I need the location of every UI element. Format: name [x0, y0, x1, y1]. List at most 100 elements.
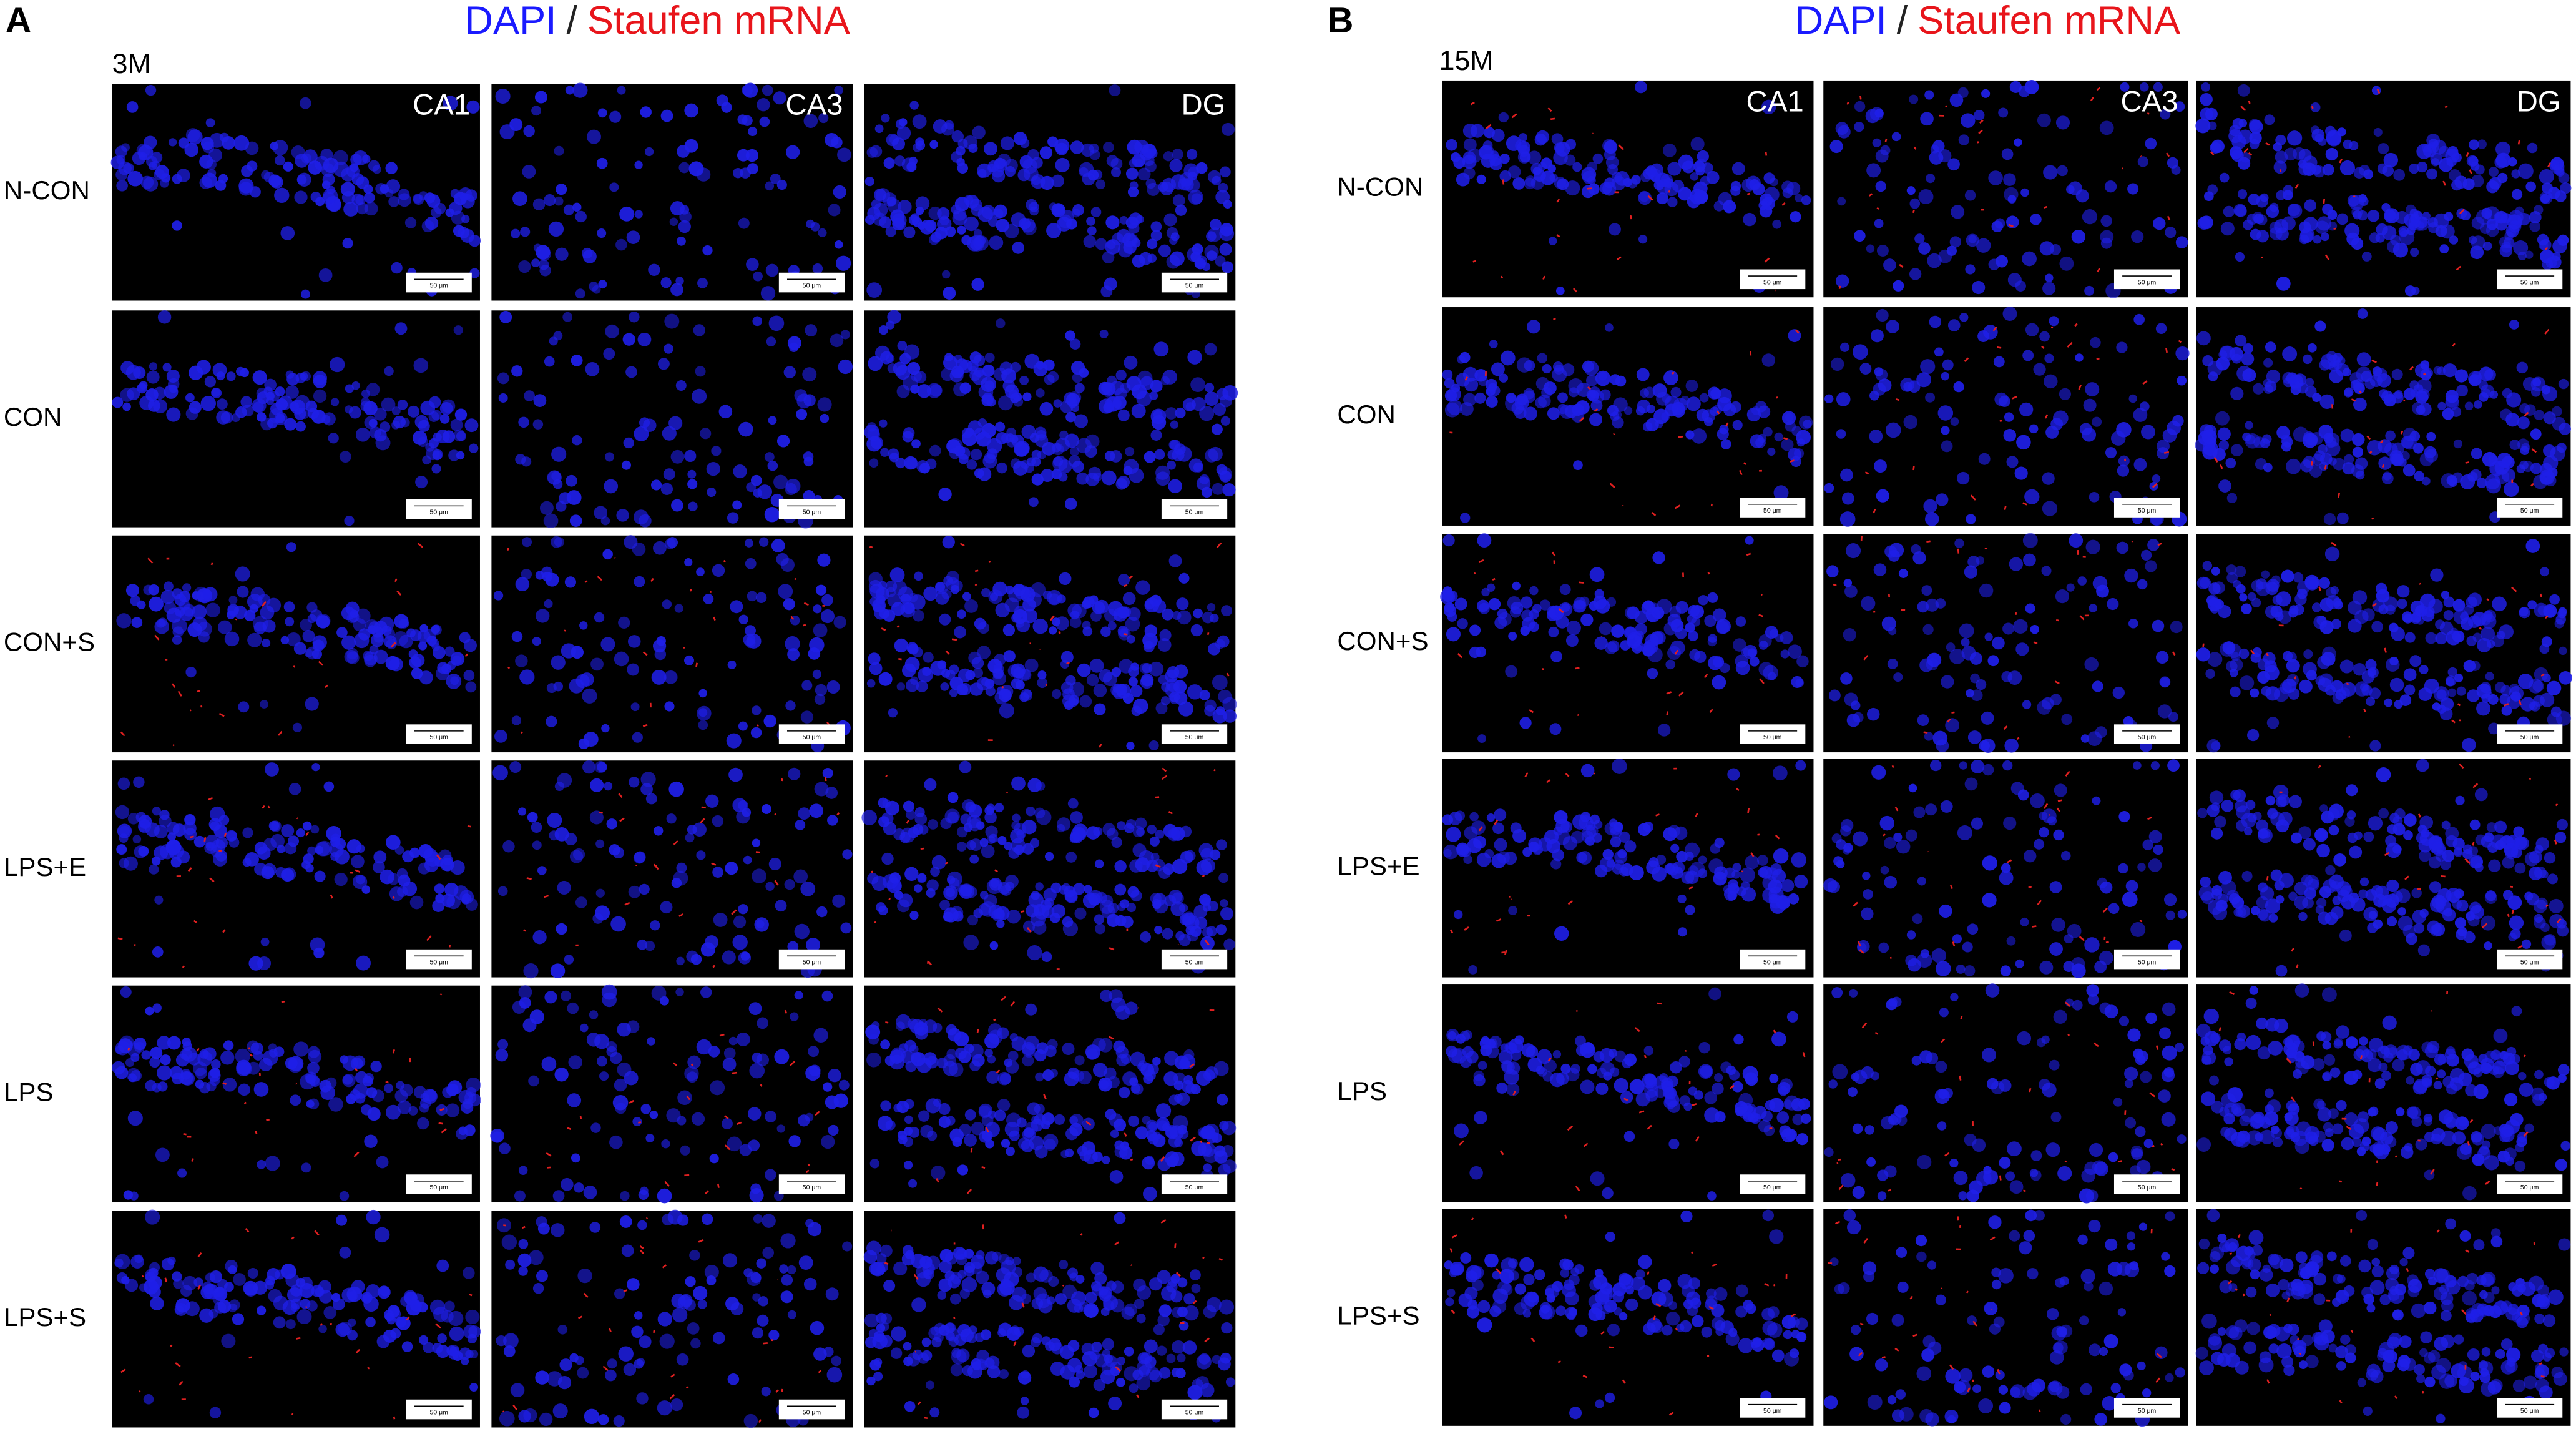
nucleus: [512, 191, 527, 207]
nucleus: [2373, 127, 2383, 137]
panel-title: DAPI / Staufen mRNA: [464, 0, 850, 42]
nucleus: [384, 366, 394, 376]
nucleus: [1957, 471, 1970, 485]
nucleus: [945, 887, 955, 898]
nucleus: [114, 1258, 124, 1268]
staufen-signal: [944, 862, 948, 865]
nucleus: [997, 154, 1011, 167]
nucleus: [216, 410, 230, 425]
nucleus: [1041, 1120, 1050, 1130]
staufen-signal: [678, 913, 683, 917]
nucleus: [431, 410, 442, 420]
nucleus: [535, 571, 544, 580]
nucleus: [293, 642, 307, 655]
nucleus: [1498, 112, 1509, 123]
nucleus: [1033, 361, 1048, 376]
nucleus: [630, 702, 640, 712]
nucleus: [1095, 923, 1106, 935]
nucleus: [956, 842, 967, 852]
nucleus: [1026, 806, 1036, 817]
nucleus: [2543, 455, 2559, 471]
nucleus: [577, 1367, 589, 1379]
nucleus: [1053, 399, 1062, 408]
nucleus: [1670, 619, 1684, 632]
nucleus: [1653, 408, 1669, 425]
nucleus: [1100, 895, 1114, 907]
nucleus: [802, 367, 817, 382]
nucleus: [692, 388, 707, 404]
nucleus: [419, 670, 433, 685]
nucleus: [184, 1301, 200, 1317]
staufen-signal: [193, 920, 197, 923]
staufen-signal: [584, 580, 588, 583]
nucleus: [351, 855, 365, 868]
staufen-signal: [318, 661, 323, 666]
nucleus: [154, 845, 169, 860]
nucleus: [2286, 372, 2298, 385]
nucleus: [889, 872, 901, 884]
nucleus: [571, 354, 583, 366]
nucleus: [531, 106, 541, 116]
nucleus: [2440, 224, 2455, 239]
nucleus: [2095, 726, 2107, 739]
nucleus: [880, 1100, 891, 1112]
nucleus: [366, 1209, 381, 1225]
nucleus: [696, 850, 706, 860]
nucleus: [1836, 392, 1851, 406]
nucleus: [864, 176, 874, 187]
nucleus: [2202, 355, 2214, 367]
nucleus: [2044, 353, 2054, 363]
nucleus: [589, 1010, 599, 1019]
nucleus: [539, 265, 551, 277]
nucleus: [778, 584, 793, 599]
nucleus: [917, 873, 927, 883]
nucleus: [2489, 390, 2499, 399]
nucleus: [564, 576, 577, 588]
scale-bar-label: 50 μm: [2138, 507, 2157, 514]
nucleus: [374, 1227, 390, 1243]
staufen-signal: [695, 662, 698, 668]
nucleus: [684, 103, 698, 118]
nucleus: [1020, 1397, 1029, 1405]
nucleus: [568, 1055, 582, 1069]
nucleus: [812, 669, 822, 679]
nucleus: [1152, 898, 1162, 909]
nucleus: [2025, 603, 2035, 614]
nucleus: [878, 1116, 893, 1131]
nucleus: [1019, 375, 1029, 385]
nucleus: [639, 514, 652, 528]
nucleus: [868, 652, 881, 665]
nucleus: [1774, 432, 1783, 442]
nucleus: [224, 1282, 234, 1292]
nucleus: [2503, 481, 2519, 497]
staufen-signal: [1049, 615, 1055, 621]
staufen-signal: [790, 616, 795, 621]
staufen-signal: [1666, 711, 1668, 715]
nucleus: [640, 1104, 652, 1114]
nucleus: [900, 594, 911, 604]
nucleus: [228, 596, 238, 605]
nucleus: [1559, 584, 1571, 596]
nucleus: [1089, 658, 1104, 673]
nucleus: [2084, 285, 2095, 296]
nucleus: [2530, 463, 2542, 474]
nucleus: [640, 106, 652, 118]
micrograph: 50 μm: [491, 760, 853, 979]
nucleus: [1172, 1115, 1188, 1131]
nucleus: [916, 680, 928, 692]
nucleus: [1059, 1260, 1069, 1269]
nucleus: [1675, 601, 1688, 614]
nucleus: [1918, 242, 1931, 255]
nucleus: [997, 882, 1011, 895]
nucleus: [1047, 1039, 1058, 1050]
nucleus: [1548, 237, 1557, 245]
nucleus: [569, 850, 584, 863]
nucleus: [1152, 1131, 1161, 1141]
nucleus: [1672, 180, 1685, 192]
nucleus: [198, 1082, 211, 1094]
nucleus: [952, 1137, 962, 1147]
nucleus: [2201, 82, 2211, 92]
nucleus: [453, 429, 466, 442]
nucleus: [1215, 924, 1227, 935]
nucleus: [909, 1044, 919, 1054]
